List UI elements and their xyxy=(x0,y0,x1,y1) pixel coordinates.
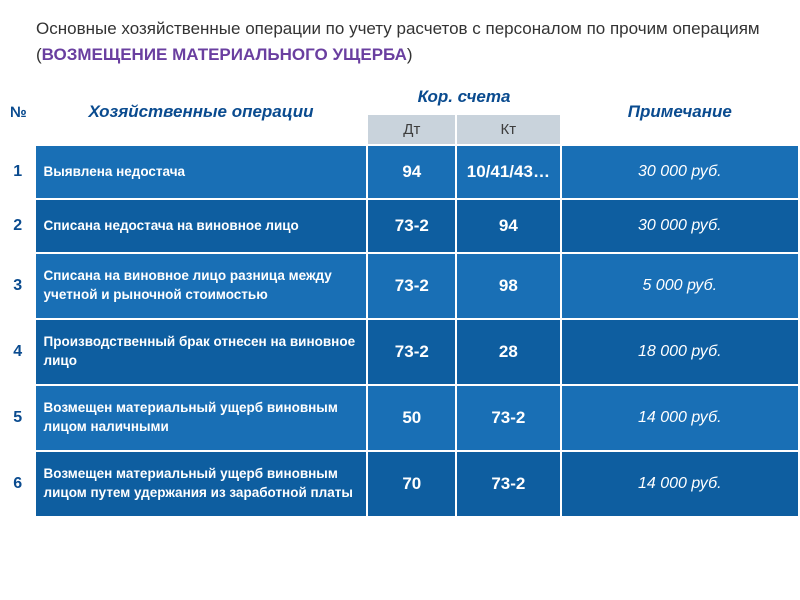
row-number: 2 xyxy=(2,200,34,252)
row-operation: Выявлена недостача xyxy=(36,146,367,198)
row-note: 18 000 руб. xyxy=(562,320,798,384)
row-note: 5 000 руб. xyxy=(562,254,798,318)
row-number: 5 xyxy=(2,386,34,450)
col-header-operations: Хозяйственные операции xyxy=(36,81,367,144)
table-row: 4Производственный брак отнесен на виновн… xyxy=(2,320,798,384)
row-debit: 94 xyxy=(368,146,455,198)
row-debit: 50 xyxy=(368,386,455,450)
title-suffix: ) xyxy=(407,45,413,64)
col-header-number: № xyxy=(2,81,34,144)
title-highlight: ВОЗМЕЩЕНИЕ МАТЕРИАЛЬНОГО УЩЕРБА xyxy=(42,45,407,64)
row-operation: Списана на виновное лицо разница между у… xyxy=(36,254,367,318)
col-subheader-kt: Кт xyxy=(457,115,559,144)
col-header-accounts: Кор. счета xyxy=(368,81,559,113)
row-debit: 70 xyxy=(368,452,455,516)
table-row: 6Возмещен материальный ущерб виновным ли… xyxy=(2,452,798,516)
table-row: 5Возмещен материальный ущерб виновным ли… xyxy=(2,386,798,450)
row-credit: 94 xyxy=(457,200,559,252)
col-subheader-dt: Дт xyxy=(368,115,455,144)
table-body: 1Выявлена недостача9410/41/43…30 000 руб… xyxy=(2,146,798,516)
row-note: 14 000 руб. xyxy=(562,386,798,450)
row-operation: Возмещен материальный ущерб виновным лиц… xyxy=(36,386,367,450)
row-operation: Возмещен материальный ущерб виновным лиц… xyxy=(36,452,367,516)
table-row: 2Списана недостача на виновное лицо73-29… xyxy=(2,200,798,252)
row-credit: 98 xyxy=(457,254,559,318)
row-note: 14 000 руб. xyxy=(562,452,798,516)
row-operation: Производственный брак отнесен на виновно… xyxy=(36,320,367,384)
slide-title: Основные хозяйственные операции по учету… xyxy=(0,0,800,79)
row-credit: 28 xyxy=(457,320,559,384)
row-note: 30 000 руб. xyxy=(562,200,798,252)
slide: Основные хозяйственные операции по учету… xyxy=(0,0,800,600)
table-row: 1Выявлена недостача9410/41/43…30 000 руб… xyxy=(2,146,798,198)
row-credit: 10/41/43… xyxy=(457,146,559,198)
row-number: 4 xyxy=(2,320,34,384)
operations-table: № Хозяйственные операции Кор. счета Прим… xyxy=(0,79,800,518)
row-credit: 73-2 xyxy=(457,452,559,516)
row-debit: 73-2 xyxy=(368,320,455,384)
row-number: 1 xyxy=(2,146,34,198)
row-operation: Списана недостача на виновное лицо xyxy=(36,200,367,252)
row-debit: 73-2 xyxy=(368,200,455,252)
row-credit: 73-2 xyxy=(457,386,559,450)
row-number: 3 xyxy=(2,254,34,318)
row-number: 6 xyxy=(2,452,34,516)
table-head: № Хозяйственные операции Кор. счета Прим… xyxy=(2,81,798,144)
col-header-note: Примечание xyxy=(562,81,798,144)
table-row: 3Списана на виновное лицо разница между … xyxy=(2,254,798,318)
row-note: 30 000 руб. xyxy=(562,146,798,198)
row-debit: 73-2 xyxy=(368,254,455,318)
